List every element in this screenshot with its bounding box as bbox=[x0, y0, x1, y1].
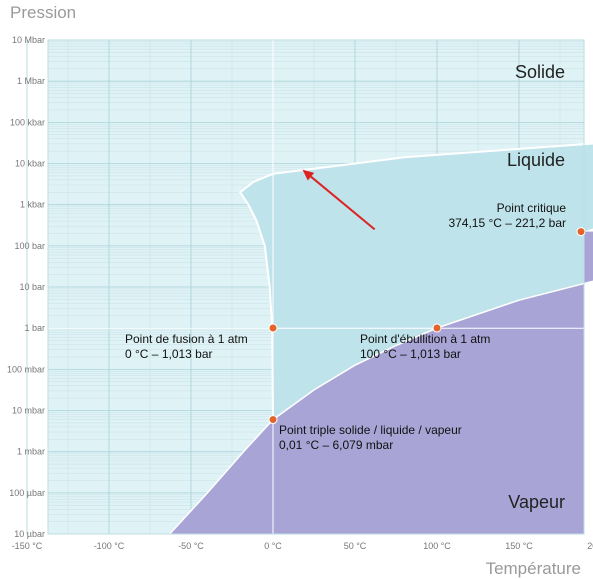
vapor-region bbox=[169, 231, 593, 534]
melting-point-label: Point de fusion à 1 atm bbox=[125, 332, 248, 346]
y-tick-label: 100 bar bbox=[14, 241, 45, 251]
y-tick-label: 100 µbar bbox=[9, 488, 45, 498]
y-tick-label: 100 kbar bbox=[10, 117, 45, 127]
boiling-point-label: Point d'ébullition à 1 atm bbox=[360, 332, 490, 346]
critical-point-value: 374,15 °C – 221,2 bar bbox=[448, 216, 566, 230]
liquid-region bbox=[240, 143, 593, 420]
y-tick-label: 1 bar bbox=[24, 323, 45, 333]
x-axis-title: Température bbox=[486, 559, 581, 578]
boiling-point-value: 100 °C – 1,013 bar bbox=[360, 347, 461, 361]
plot-border bbox=[47, 39, 585, 535]
region-label-solide: Solide bbox=[515, 62, 565, 82]
x-tick-label: -50 °C bbox=[178, 541, 204, 551]
melting-point-value: 0 °C – 1,013 bar bbox=[125, 347, 213, 361]
y-axis-title: Pression bbox=[10, 3, 76, 22]
x-tick-label: 150 °C bbox=[505, 541, 533, 551]
pressure-arrow-head bbox=[302, 169, 315, 181]
x-tick-label: -100 °C bbox=[94, 541, 125, 551]
triple-point-label: Point triple solide / liquide / vapeur bbox=[279, 423, 462, 437]
y-tick-label: 10 bar bbox=[19, 282, 45, 292]
x-axis-ticks: -250 °C-200 °C-150 °C-100 °C-50 °C0 °C50… bbox=[12, 541, 593, 551]
y-tick-label: 1 kbar bbox=[20, 200, 45, 210]
x-tick-label: 100 °C bbox=[423, 541, 451, 551]
key-points bbox=[268, 227, 586, 425]
vaporization-curve bbox=[169, 280, 593, 535]
y-tick-label: 10 mbar bbox=[12, 406, 45, 416]
key-point-marker bbox=[432, 323, 442, 333]
key-point-marker bbox=[268, 415, 278, 425]
critical-point-label: Point critique bbox=[497, 201, 567, 215]
grid-reference-lines bbox=[48, 40, 584, 534]
key-point-marker bbox=[576, 227, 586, 237]
fusion-curve bbox=[238, 142, 593, 420]
region-label-vapeur: Vapeur bbox=[508, 492, 565, 512]
x-tick-label: 50 °C bbox=[344, 541, 367, 551]
y-axis-ticks: 10 Mbar 1 Mbar 100 kbar 10 kbar 1 kbar 100 ba… bbox=[7, 35, 45, 539]
y-tick-label: 100 mbar bbox=[7, 364, 45, 374]
x-tick-label: -150 °C bbox=[12, 541, 43, 551]
y-tick-label: 1 mbar bbox=[17, 447, 45, 457]
y-tick-label: 10 kbar bbox=[15, 159, 45, 169]
y-tick-label: 10 µbar bbox=[14, 529, 45, 539]
region-label-liquide: Liquide bbox=[507, 150, 565, 170]
pressure-arrow bbox=[310, 175, 376, 231]
y-tick-label: 1 Mbar bbox=[17, 76, 45, 86]
triple-point-value: 0,01 °C – 6,079 mbar bbox=[279, 438, 393, 452]
y-tick-label: 10 Mbar bbox=[12, 35, 45, 45]
x-tick-label: 0 °C bbox=[264, 541, 282, 551]
key-point-marker bbox=[268, 323, 278, 333]
x-tick-label: 200 °C bbox=[587, 541, 593, 551]
